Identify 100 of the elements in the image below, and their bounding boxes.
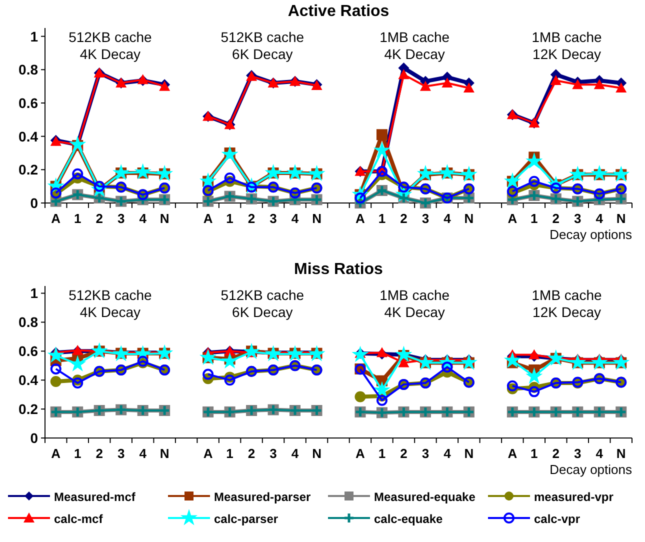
point [72,168,84,180]
point [590,164,608,182]
point [612,166,630,182]
x-tick-label: 1 [378,211,386,226]
annotation: 512KB cache 6K Decay [220,29,304,62]
annotation: 1MB cache 4K Decay [380,287,450,320]
point [612,354,630,370]
legend-label: measured-vpr [534,490,614,504]
x-tick-label: N [616,446,626,461]
point [572,79,584,90]
point [506,380,518,392]
point [504,172,521,189]
point [420,80,431,91]
x-tick-label: A [356,211,366,226]
x-tick-label: 4 [291,211,300,226]
point [526,152,543,169]
x-tick-label: N [616,211,626,226]
point [398,69,410,80]
point [156,164,174,182]
chart-title: Miss Ratios [294,261,384,278]
point [264,345,282,362]
point [202,368,214,380]
point [72,377,84,388]
x-tick-label: 2 [96,446,103,461]
x-tick-label: 1 [530,446,538,461]
point [221,352,238,369]
x-tick-label: 3 [574,211,582,226]
x-tick-label: 3 [117,446,125,461]
point [376,129,388,140]
x-tick-label: 4 [291,446,300,461]
x-tick-label: A [203,211,214,226]
x-tick-label: 2 [400,446,408,461]
y-tick-label: 0.6 [18,343,38,360]
x-tick-label: 1 [378,446,386,461]
point [90,342,108,358]
legend-label: Measured-mcf [54,490,136,504]
point [416,164,434,182]
point [112,345,130,362]
point [528,176,540,187]
y-tick-label: 0.4 [18,128,38,144]
point [569,354,586,370]
annotation: 1MB cache 4K Decay [380,29,450,62]
x-tick-label: 4 [444,446,452,461]
point [50,376,62,388]
x-tick-label: 4 [139,211,148,226]
y-tick-label: 0.8 [18,314,38,330]
x-tick-label: N [312,211,322,226]
y-tick-label: 1 [30,285,38,302]
point [438,164,456,180]
x-tick-label: N [464,446,474,461]
x-tick-label: 3 [270,446,277,461]
point [373,142,390,158]
point [528,386,540,398]
legend-label: calc-vpr [534,512,580,526]
x-tick-label: 2 [248,211,256,226]
point [308,345,326,362]
y-tick-label: 0 [30,430,38,446]
x-tick-label: 3 [270,211,277,226]
point [416,354,434,370]
x-tick-label: A [51,211,62,226]
x-tick-label: 3 [422,211,430,226]
point [69,355,86,372]
point [460,166,478,182]
point [47,346,64,363]
point [200,348,217,365]
point [504,352,521,368]
x-axis-title: Decay options [550,227,632,242]
x-tick-label: A [356,446,366,461]
x-tick-label: 1 [530,211,538,226]
chart-title: Active Ratios [288,3,390,20]
y-tick-label: 0 [30,195,38,211]
x-tick-label: N [464,211,474,226]
point [460,354,478,370]
legend-label: calc-equake [374,512,444,526]
x-tick-label: A [51,446,62,461]
point [547,349,564,366]
y-tick-label: 0.2 [18,401,38,418]
annotation: 512KB cache 4K Decay [68,29,152,62]
point [354,391,366,402]
point [616,82,627,92]
point [286,345,304,362]
y-tick-label: 1 [30,28,38,44]
x-tick-label: A [203,446,214,461]
point [550,75,562,85]
y-tick-label: 0.4 [18,372,38,388]
x-tick-label: 4 [596,211,604,226]
point [134,163,152,180]
x-tick-label: N [160,211,170,226]
point [221,146,238,162]
x-tick-label: 2 [552,446,560,461]
annotation: 512KB cache 6K Decay [220,287,304,320]
x-tick-label: 3 [422,446,430,461]
point [286,164,304,180]
point [398,357,410,368]
x-tick-label: 2 [552,211,560,226]
point [264,164,282,180]
x-tick-label: 4 [444,211,452,226]
point [308,164,326,182]
point [376,394,388,406]
legend-label: calc-mcf [54,512,104,526]
